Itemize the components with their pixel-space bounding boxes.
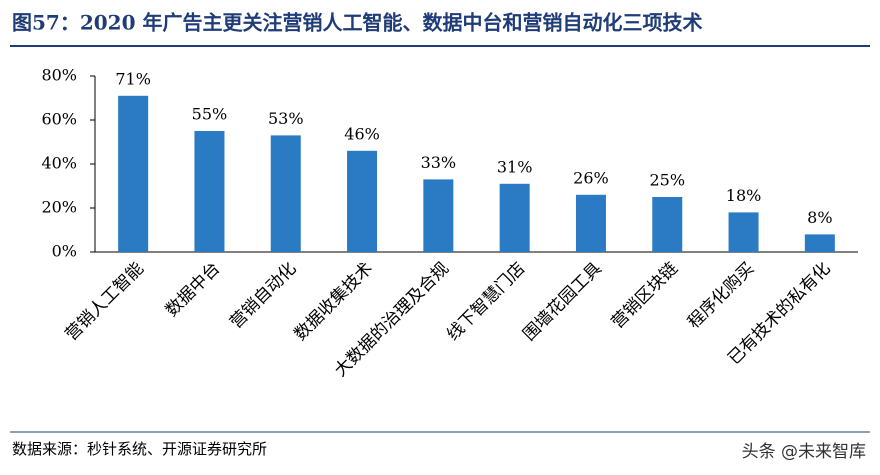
y-tick-label: 80% xyxy=(41,66,77,85)
bar xyxy=(499,183,530,252)
x-tick-label: 数据收集技术 xyxy=(291,259,377,345)
bar xyxy=(194,131,225,252)
x-tick-label: 营销自动化 xyxy=(226,259,300,333)
x-tick-label: 数据中台 xyxy=(162,259,224,321)
bar xyxy=(118,95,149,252)
value-label: 18% xyxy=(726,186,762,205)
value-label: 25% xyxy=(649,171,685,190)
bar xyxy=(575,194,606,252)
value-label: 55% xyxy=(192,105,228,124)
watermark: 头条 @未来智库 xyxy=(742,442,866,462)
x-tick-label: 程序化购买 xyxy=(684,259,758,333)
x-tick-label: 线下智慧门店 xyxy=(443,259,529,345)
value-label: 71% xyxy=(115,69,151,88)
bar xyxy=(804,234,835,252)
value-label: 46% xyxy=(344,124,380,143)
chart-title: 图57：2020 年广告主更关注营销人工智能、数据中台和营销自动化三项技术 xyxy=(12,11,702,35)
value-label: 8% xyxy=(807,208,832,227)
value-label: 53% xyxy=(268,109,304,128)
value-label: 31% xyxy=(497,157,533,176)
x-tick-label: 围墙花园工具 xyxy=(519,259,605,345)
x-tick-label: 营销区块链 xyxy=(608,259,682,333)
y-tick-label: 0% xyxy=(52,242,77,261)
y-tick-label: 40% xyxy=(41,154,77,173)
bar xyxy=(347,150,378,252)
y-tick-label: 60% xyxy=(41,110,77,129)
value-label: 26% xyxy=(573,168,609,187)
bar xyxy=(423,179,454,252)
bar xyxy=(652,197,683,252)
source-note: 数据来源：秒针系统、开源证券研究所 xyxy=(12,440,267,458)
bar xyxy=(728,212,759,252)
x-tick-label: 营销人工智能 xyxy=(62,259,148,345)
bar xyxy=(270,135,301,252)
y-tick-label: 20% xyxy=(41,198,77,217)
value-label: 33% xyxy=(421,153,457,172)
